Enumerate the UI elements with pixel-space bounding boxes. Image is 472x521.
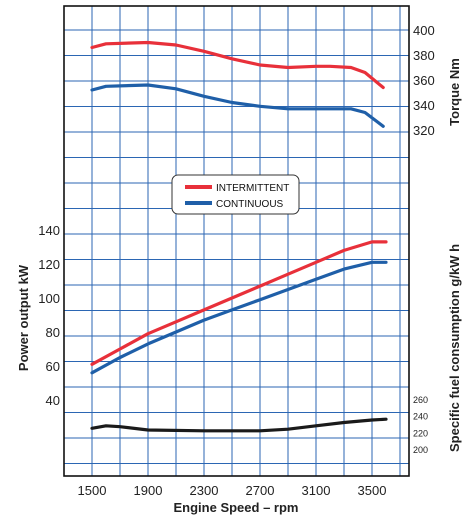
sfc-axis-title: Specific fuel consumption g/kW h <box>447 244 462 452</box>
torque-tick-label: 320 <box>413 123 435 138</box>
x-axis-title: Engine Speed – rpm <box>174 500 299 515</box>
specific_fuel_consumption-tick-label: 200 <box>413 445 428 455</box>
grid <box>64 6 409 476</box>
power-tick-label: 120 <box>38 257 60 272</box>
power-tick-label: 100 <box>38 291 60 306</box>
legend-label-intermittent: INTERMITTENT <box>216 183 289 194</box>
x-tick-label: 1500 <box>78 483 107 498</box>
power-tick-label: 80 <box>46 325 60 340</box>
torque-axis-title: Torque Nm <box>447 58 462 126</box>
power-intermittent-line <box>90 240 388 366</box>
power-tick-label: 40 <box>46 393 60 408</box>
power-tick-label: 60 <box>46 359 60 374</box>
x-tick-label: 3500 <box>358 483 387 498</box>
power-tick-label: 140 <box>38 223 60 238</box>
series-layer <box>90 40 388 433</box>
torque-tick-label: 340 <box>413 98 435 113</box>
specific_fuel_consumption-sfc-line <box>90 417 388 433</box>
torque-intermittent-line <box>90 40 385 90</box>
x-tick-label: 2700 <box>246 483 275 498</box>
legend-label-continuous: CONTINUOUS <box>216 199 284 210</box>
plot-frame <box>63 5 410 477</box>
specific_fuel_consumption-tick-label: 220 <box>413 428 428 438</box>
torque-tick-label: 360 <box>413 73 435 88</box>
specific_fuel_consumption-tick-label: 240 <box>413 412 428 422</box>
torque-tick-label: 380 <box>413 48 435 63</box>
tick-labels: 1500 1900 2300 2700 3100 3500 320 340 360 380 400 4… <box>38 23 434 498</box>
x-tick-label: 3100 <box>302 483 331 498</box>
torque-tick-label: 400 <box>413 23 435 38</box>
torque-continuous-line <box>90 83 385 128</box>
power-continuous-line <box>90 260 388 375</box>
x-tick-label: 1900 <box>134 483 163 498</box>
power-axis-title: Power output kW <box>16 264 31 371</box>
specific_fuel_consumption-tick-label: 260 <box>413 395 428 405</box>
legend: INTERMITTENT CONTINUOUS <box>171 174 300 215</box>
x-tick-label: 2300 <box>190 483 219 498</box>
